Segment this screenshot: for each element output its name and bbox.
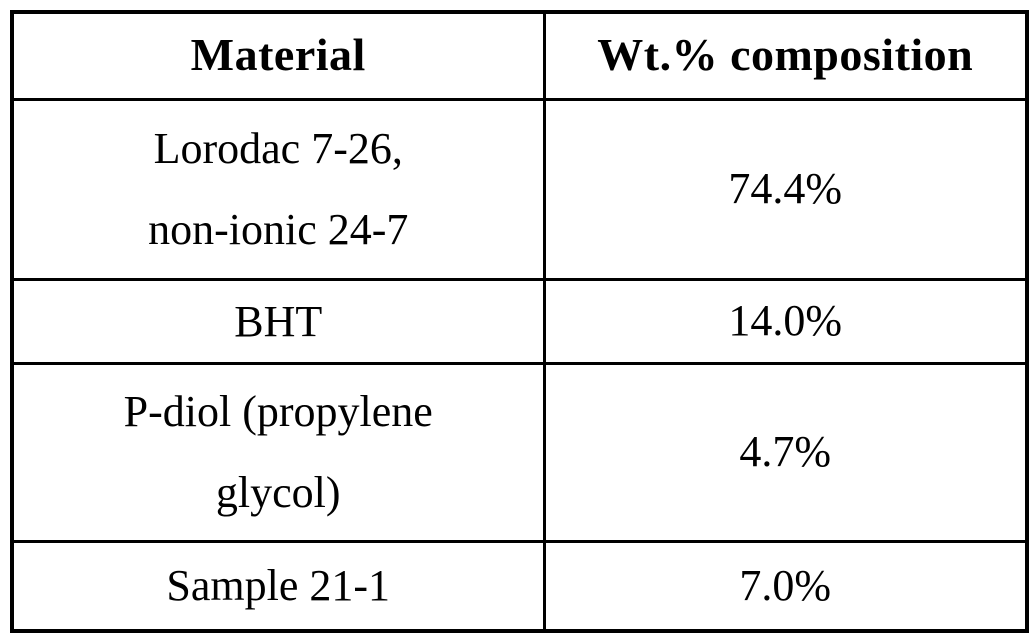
table-row: Sample 21-1 7.0% (10, 539, 1029, 633)
table-row: Lorodac 7-26, non-ionic 24-7 74.4% (10, 97, 1029, 281)
material-cell: Sample 21-1 (10, 539, 546, 633)
composition-cell: 4.7% (542, 361, 1029, 543)
table-row: P-diol (propylene glycol) 4.7% (10, 361, 1029, 543)
composition-cell: 7.0% (542, 539, 1029, 633)
composition-table: Material Wt.% composition Lorodac 7-26, … (10, 10, 1029, 634)
header-cell-composition: Wt.% composition (542, 10, 1029, 101)
composition-cell: 74.4% (542, 97, 1029, 281)
header-cell-material: Material (10, 10, 546, 101)
material-cell: Lorodac 7-26, non-ionic 24-7 (10, 97, 546, 281)
material-cell: BHT (10, 277, 546, 365)
composition-cell: 14.0% (542, 277, 1029, 365)
table-row: BHT 14.0% (10, 277, 1029, 365)
material-cell: P-diol (propylene glycol) (10, 361, 546, 543)
header-row: Material Wt.% composition (10, 10, 1029, 101)
